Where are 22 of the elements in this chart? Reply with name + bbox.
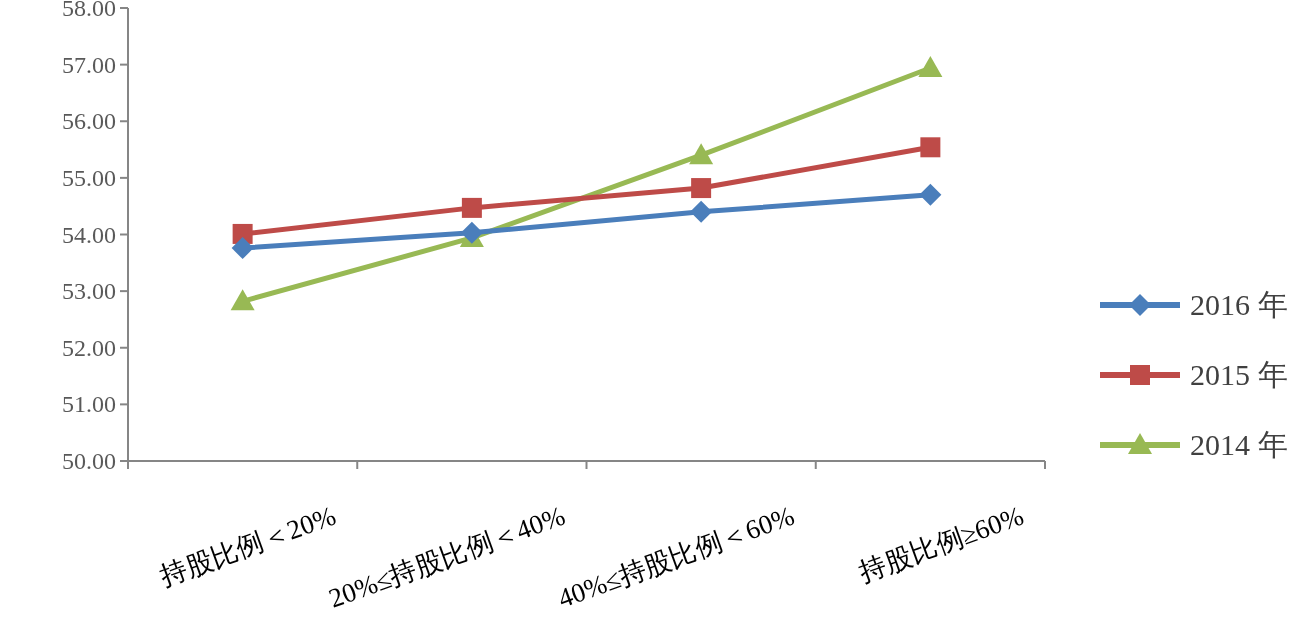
y-tick-label: 52.00: [62, 334, 116, 361]
point: [918, 56, 943, 78]
x-tick-label: 持股比例≥60%: [855, 500, 1028, 588]
legend-label: 2014 年: [1190, 428, 1288, 461]
point: [231, 237, 254, 260]
y-tick-label: 55.00: [62, 164, 116, 191]
y-tick-label: 51.00: [62, 391, 116, 418]
point: [920, 137, 941, 158]
point: [691, 178, 712, 199]
point: [919, 183, 942, 206]
y-tick-label: 57.00: [62, 51, 116, 78]
point: [230, 289, 255, 311]
legend-label: 2016 年: [1190, 288, 1288, 321]
point: [689, 143, 714, 165]
y-tick-label: 50.00: [62, 448, 116, 474]
y-tick-label: 54.00: [62, 221, 116, 248]
y-tick-label: 58.00: [62, 0, 116, 21]
y-tick-label: 56.00: [62, 108, 116, 135]
point: [461, 197, 482, 218]
point: [690, 200, 713, 223]
y-tick-label: 53.00: [62, 278, 116, 305]
legend-label: 2015 年: [1190, 358, 1288, 391]
